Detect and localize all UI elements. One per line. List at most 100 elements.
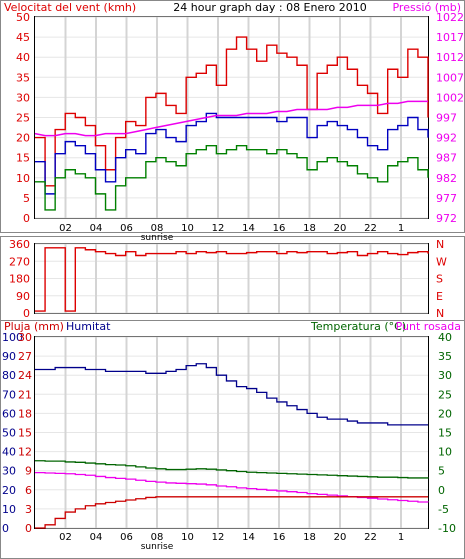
climate-x-tick: 02	[59, 532, 72, 543]
pressure-tick: 1017	[436, 31, 464, 44]
gust-series-line	[35, 36, 429, 187]
graph-date-title: 24 hour graph day : 08 Enero 2010	[173, 1, 367, 14]
pressure-tick: 1002	[436, 91, 464, 104]
wind-direction-series-line	[35, 247, 429, 312]
wind-x-tick: 02	[59, 223, 72, 234]
rain-tick: 24	[18, 369, 32, 382]
temperature-tick: 40	[438, 331, 452, 344]
dewpoint-title: Punt rosada	[396, 320, 461, 333]
wind-speed-tick: 15	[16, 152, 30, 165]
rain-tick: 15	[18, 427, 32, 440]
pressure-tick: 977	[436, 192, 457, 205]
climate-x-tick: 04	[90, 532, 103, 543]
wind-speed-tick: 35	[16, 71, 30, 84]
wind-speed-tick: 30	[16, 91, 30, 104]
pressure-tick: 982	[436, 172, 457, 185]
pressure-tick: 987	[436, 152, 457, 165]
temperature-title: Temperatura (°C)	[310, 320, 406, 333]
rain-tick: 12	[18, 446, 32, 459]
rain-tick: 9	[25, 465, 32, 478]
pressure-title: Pressió (mb)	[392, 1, 461, 14]
humidity-tick: 0	[2, 522, 9, 535]
rain-tick: 27	[18, 350, 32, 363]
humidity-tick: 10	[2, 503, 16, 516]
climate-x-tick: 1	[398, 532, 404, 543]
rain-tick: 18	[18, 407, 32, 420]
humidity-tick: 70	[2, 388, 16, 401]
wind-x-tick: 16	[273, 223, 286, 234]
wind-x-tick: 12	[212, 223, 225, 234]
direction-tick: 90	[16, 290, 30, 303]
pressure-tick: 1022	[436, 11, 464, 24]
temperature-tick: 25	[438, 388, 452, 401]
wind-speed-tick: 45	[16, 31, 30, 44]
climate-x-tick: 06	[120, 532, 133, 543]
temperature-tick: -10	[438, 522, 456, 535]
climate-x-tick: 18	[303, 532, 316, 543]
climate-x-tick: 08	[151, 532, 164, 543]
climate-x-tick: 20	[334, 532, 347, 543]
compass-label: W	[436, 255, 447, 268]
wind-x-tick: 08	[151, 223, 164, 234]
humidity-tick: 50	[2, 427, 16, 440]
direction-tick: 180	[9, 273, 30, 286]
direction-tick: 270	[9, 255, 30, 268]
compass-label: E	[436, 290, 443, 303]
humidity-tick: 100	[2, 331, 23, 344]
temperature-tick: 35	[438, 350, 452, 363]
pressure-tick: 1007	[436, 71, 464, 84]
wind-x-tick: 20	[334, 223, 347, 234]
wind-x-tick: 1	[398, 223, 404, 234]
climate-x-tick: 12	[212, 532, 225, 543]
wind-x-tick: 10	[181, 223, 194, 234]
humidity-tick: 80	[2, 369, 16, 382]
pressure-tick: 992	[436, 132, 457, 145]
pressure-tick: 972	[436, 212, 457, 225]
humidity-tick: 20	[2, 484, 16, 497]
wind-x-tick: 22	[364, 223, 377, 234]
rain-tick: 30	[18, 331, 32, 344]
direction-tick: 0	[23, 307, 30, 320]
rain-series-line	[35, 496, 428, 529]
wind-speed-tick: 20	[16, 132, 30, 145]
humidity-tick: 90	[2, 350, 16, 363]
humidity-tick: 60	[2, 407, 16, 420]
wind-speed-tick: 25	[16, 112, 30, 125]
wind-sunrise-label: sunrise	[141, 233, 174, 243]
rain-title: Pluja (mm)	[4, 320, 64, 333]
humidity-series-line	[35, 363, 428, 426]
wind-x-tick: 18	[303, 223, 316, 234]
temperature-tick: 20	[438, 407, 452, 420]
wind-x-tick: 04	[90, 223, 103, 234]
temperature-tick: 30	[438, 369, 452, 382]
chart-marks: 5045403530252015105010221017101210071002…	[2, 11, 464, 552]
pressure-series-line	[34, 100, 428, 137]
rain-tick: 0	[25, 522, 32, 535]
compass-label: N	[436, 307, 444, 320]
temperature-tick: -5	[438, 503, 449, 516]
climate-sunrise-label: sunrise	[141, 542, 174, 552]
rain-tick: 6	[25, 484, 32, 497]
direction-tick: 360	[9, 238, 30, 251]
climate-x-tick: 14	[242, 532, 255, 543]
wind-speed-tick: 50	[16, 11, 30, 24]
average-series-line	[35, 112, 429, 195]
climate-x-tick: 10	[181, 532, 194, 543]
wind-speed-title: Velocitat del vent (kmh)	[4, 1, 136, 14]
wind-speed-tick: 5	[23, 192, 30, 205]
humidity-tick: 40	[2, 446, 16, 459]
compass-label: N	[436, 238, 444, 251]
temperature-tick: 10	[438, 446, 452, 459]
temperature-tick: 15	[438, 427, 452, 440]
rain-tick: 21	[18, 388, 32, 401]
wind-speed-tick: 40	[16, 51, 30, 64]
humidity-title: Humitat	[66, 320, 111, 333]
humidity-tick: 30	[2, 465, 16, 478]
temperature-tick: 0	[438, 484, 445, 497]
pressure-tick: 997	[436, 112, 457, 125]
wind-speed-tick: 0	[23, 212, 30, 225]
pressure-tick: 1012	[436, 51, 464, 64]
wind-speed-tick: 10	[16, 172, 30, 185]
